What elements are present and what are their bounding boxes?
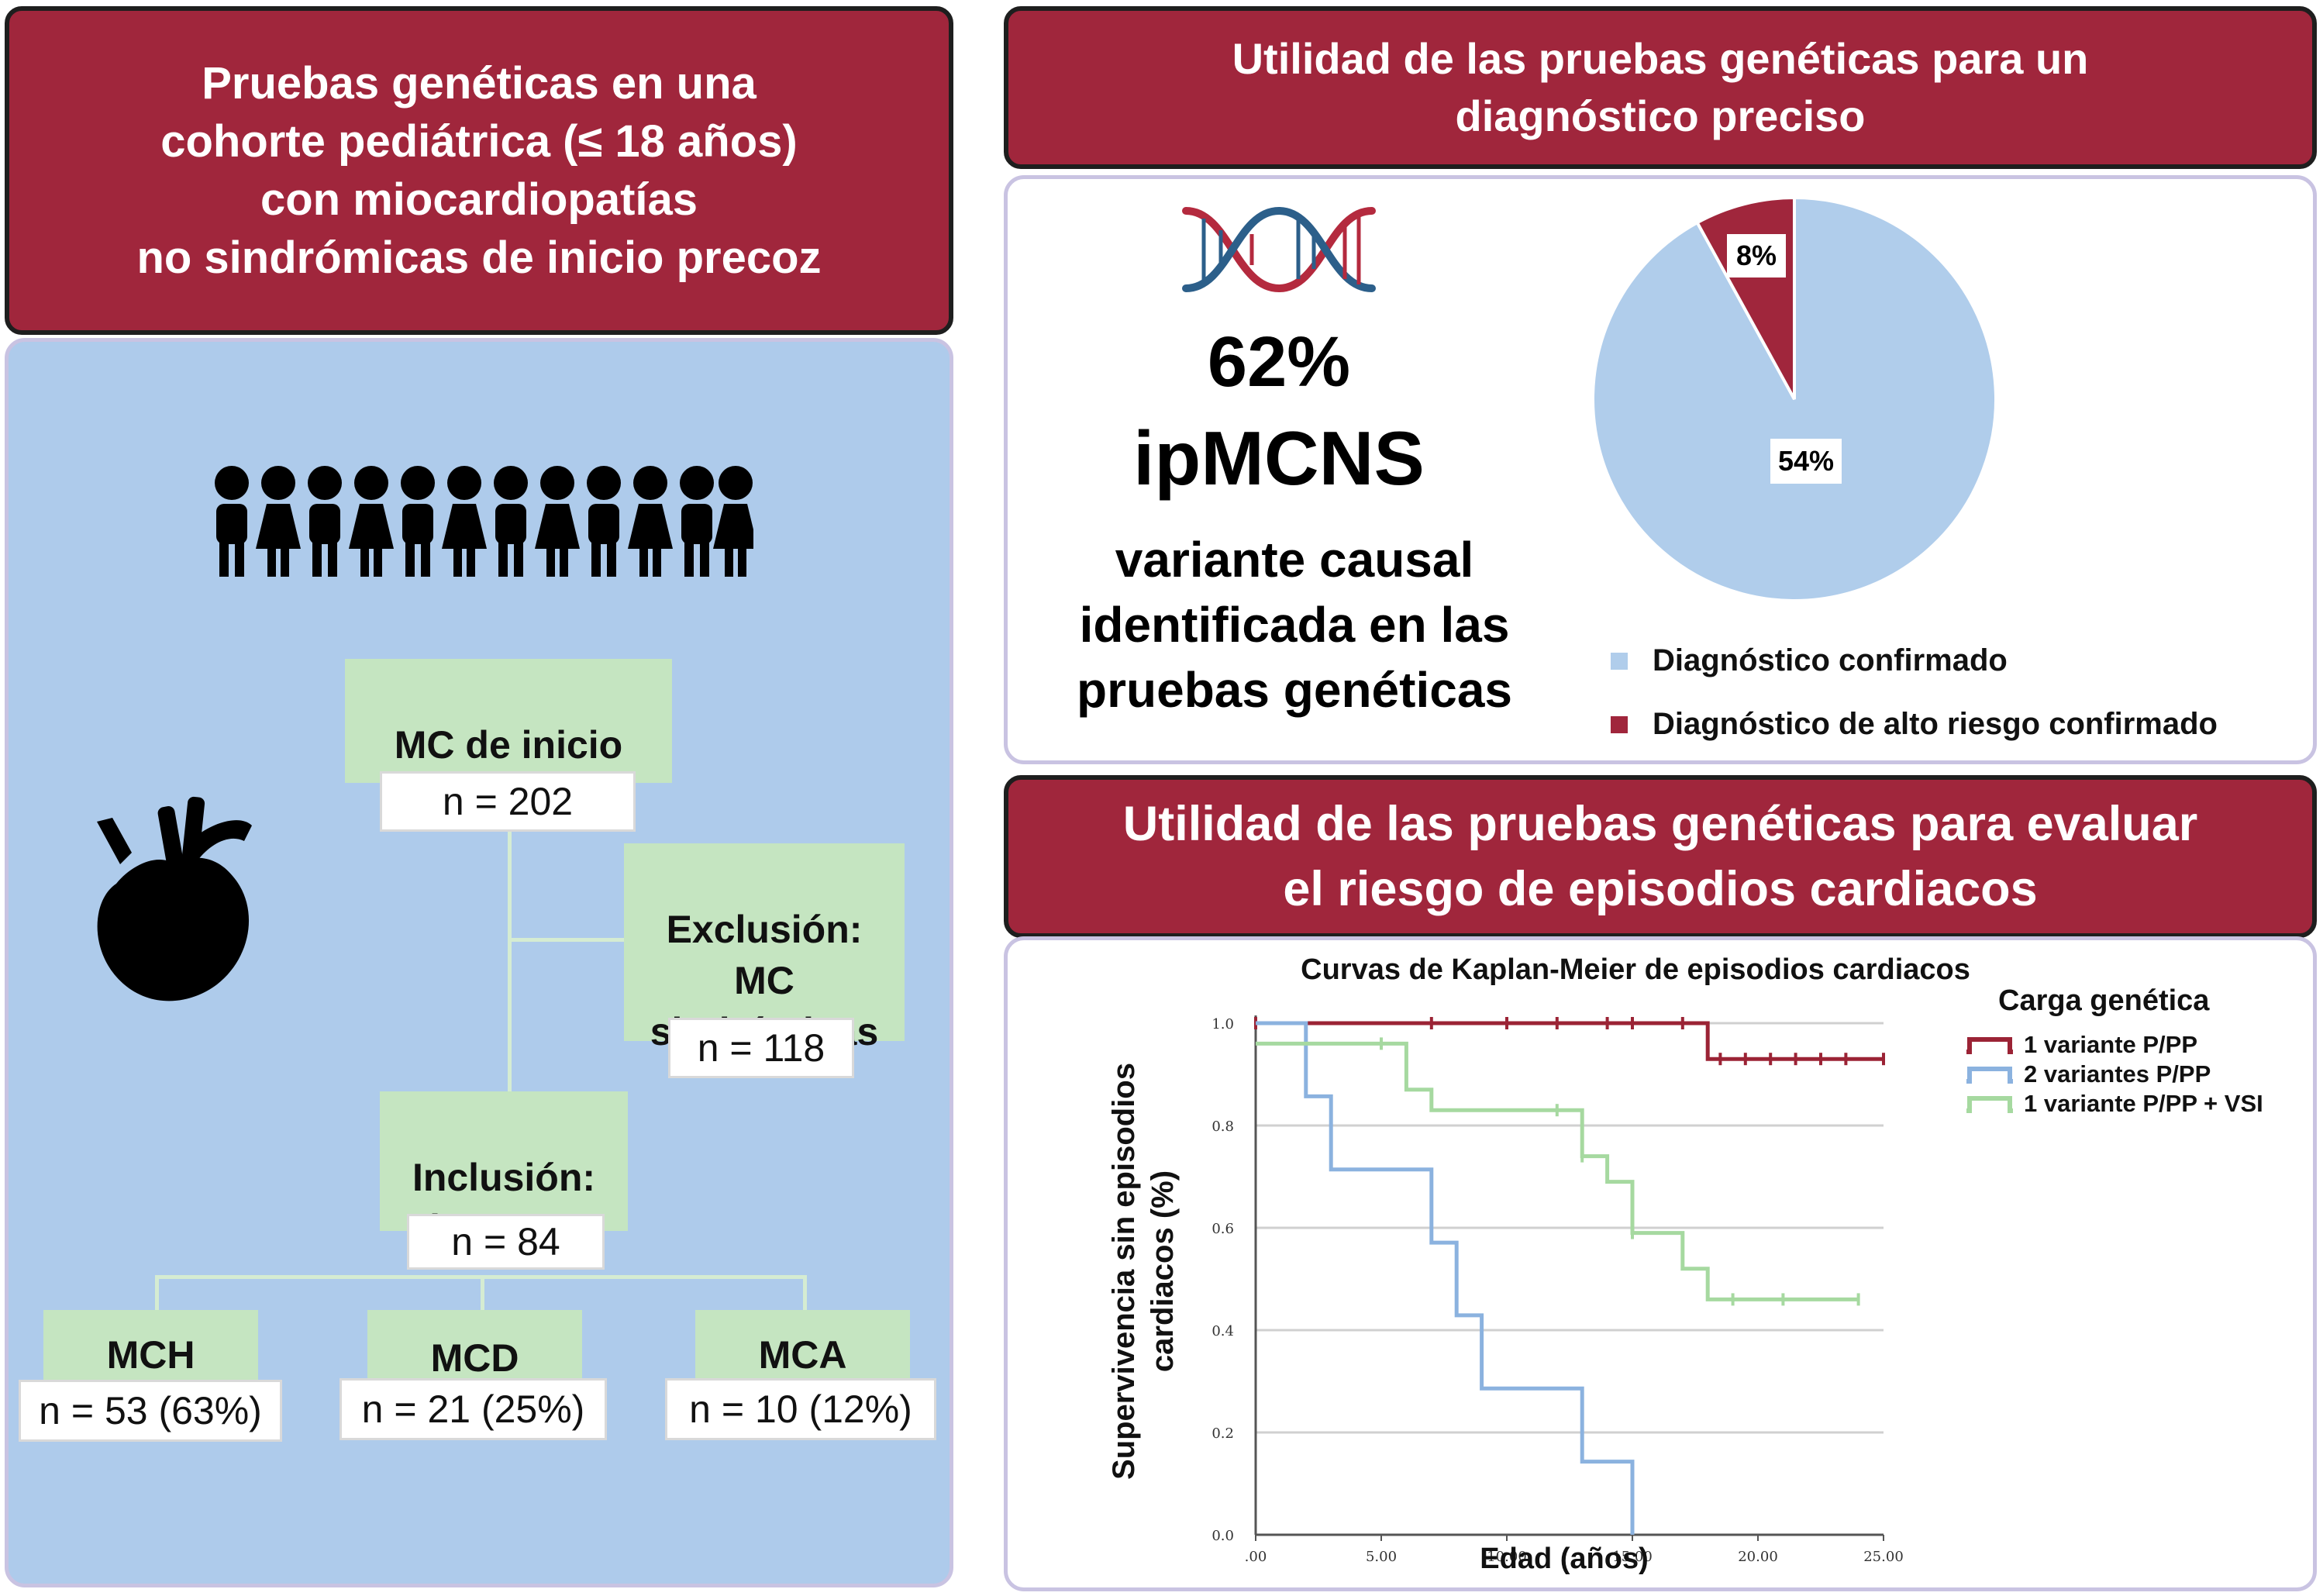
km-legend-title: Carga genética [1998, 984, 2210, 1017]
group-n: n = 53 (63%) [39, 1389, 262, 1432]
inclusion-n-box: n = 84 [407, 1214, 605, 1270]
person-icon [587, 466, 621, 577]
flow-connector [508, 938, 624, 942]
flow-connector [803, 1275, 807, 1310]
km-chart-title: Curvas de Kaplan-Meier de episodios card… [1301, 953, 1970, 986]
person-icon [442, 466, 487, 577]
person-icon [680, 466, 714, 577]
km-legend-item: 1 variante P/PP + VSI [1965, 1090, 2263, 1118]
km-legend-item: 2 variantes P/PP [1965, 1060, 2211, 1088]
onset-box: MC de inicio pediátrico [345, 659, 672, 818]
dna-icon [1182, 206, 1376, 293]
exclusion-box: Exclusión: MC sindrómicas [624, 843, 905, 1053]
heart-icon [97, 796, 252, 1001]
group-n-box-mca: n = 10 (12%) [665, 1378, 936, 1440]
left-title: Pruebas genéticas en una cohorte pediátr… [136, 58, 822, 283]
person-icon [401, 466, 435, 577]
left-title-banner: Pruebas genéticas en una cohorte pediátr… [5, 6, 953, 335]
y-tick-label: 0.0 [1211, 1528, 1234, 1544]
diagnosis-title: Utilidad de las pruebas genéticas para u… [1232, 34, 2089, 140]
people-row-icon [215, 466, 753, 577]
inclusion-n: n = 84 [451, 1220, 560, 1263]
group-n: n = 10 (12%) [689, 1387, 912, 1431]
legend-line-icon [1966, 1037, 2013, 1054]
person-icon [535, 466, 580, 577]
km-legend-label: 1 variante P/PP + VSI [2024, 1090, 2263, 1117]
pie-legend-item: Diagnóstico confirmado [1611, 643, 2008, 678]
big-label: ipMCNS [1133, 415, 1425, 501]
y-tick-label: 0.2 [1211, 1425, 1234, 1442]
risk-title: Utilidad de las pruebas genéticas para e… [1122, 797, 2198, 916]
y-tick-label: 1.0 [1211, 1016, 1234, 1032]
km-series-line [1256, 1021, 1884, 1061]
risk-title-banner: Utilidad de las pruebas genéticas para e… [1004, 775, 2317, 938]
group-n-box-mcd: n = 21 (25%) [339, 1378, 607, 1440]
person-icon [628, 466, 673, 577]
person-icon [256, 466, 301, 577]
y-tick-label: 0.4 [1211, 1323, 1234, 1339]
x-tick-label: 10.00 [1487, 1549, 1527, 1565]
diagnosis-title-banner: Utilidad de las pruebas genéticas para u… [1004, 6, 2317, 169]
legend-swatch [1611, 652, 1628, 670]
pie-legend-item: Diagnóstico de alto riesgo confirmado [1611, 707, 2218, 742]
x-tick-label: 5.00 [1366, 1549, 1397, 1565]
legend-label: Diagnóstico de alto riesgo confirmado [1653, 707, 2218, 741]
onset-n: n = 202 [442, 780, 574, 823]
x-tick-label: 20.00 [1738, 1549, 1778, 1565]
diagnosis-description: variante causal identificada en las prue… [1077, 532, 1512, 718]
x-tick-label: .00 [1245, 1549, 1267, 1565]
person-icon [215, 466, 249, 577]
legend-label: Diagnóstico confirmado [1653, 643, 2008, 677]
flow-connector [508, 829, 512, 1093]
group-label: MCD [430, 1336, 519, 1380]
group-label: MCH [106, 1333, 195, 1377]
pie-label-confirmed-text: 54% [1777, 445, 1835, 477]
inclusion-box: Inclusión: ipMCNS [380, 1091, 628, 1250]
legend-swatch [1611, 715, 1628, 733]
flow-connector [155, 1275, 159, 1310]
pie-label-high-risk: 8% [1727, 234, 1786, 277]
big-percent: 62% [1207, 322, 1351, 402]
pie-label-confirmed: 54% [1770, 439, 1842, 484]
person-icon [713, 466, 753, 577]
legend-line-icon [1966, 1067, 2013, 1084]
km-legend-item: 1 variante P/PP [1965, 1031, 2197, 1059]
legend-line-icon [1966, 1096, 2013, 1113]
group-n-box-mch: n = 53 (63%) [19, 1380, 282, 1442]
exclusion-n-box: n = 118 [668, 1018, 854, 1078]
person-icon [494, 466, 528, 577]
group-label: MCA [758, 1333, 847, 1377]
x-tick-label: 25.00 [1863, 1549, 1904, 1565]
flow-connector [481, 1275, 484, 1310]
km-series-line [1256, 1041, 1859, 1301]
person-icon [308, 466, 342, 577]
x-tick-label: 15.00 [1612, 1549, 1653, 1565]
km-chart: 0.0 0.2 0.4 0.6 0.8 1.0 .00 5.00 10.00 15.00 20.00… [1211, 1015, 1904, 1565]
group-n: n = 21 (25%) [361, 1387, 585, 1431]
onset-n-box: n = 202 [380, 771, 636, 832]
pie-chart [1591, 195, 1997, 602]
exclusion-n: n = 118 [697, 1026, 825, 1070]
pie-label-high-risk-text: 8% [1735, 240, 1777, 271]
risk-panel [1004, 936, 2317, 1591]
km-legend-label: 2 variantes P/PP [2024, 1060, 2211, 1088]
km-legend-label: 1 variante P/PP [2024, 1031, 2198, 1058]
y-tick-label: 0.8 [1211, 1119, 1234, 1135]
y-tick-label: 0.6 [1211, 1221, 1234, 1237]
km-series-line [1256, 1021, 1635, 1535]
km-xlabel: Edad (años) [1480, 1543, 1649, 1575]
person-icon [349, 466, 394, 577]
